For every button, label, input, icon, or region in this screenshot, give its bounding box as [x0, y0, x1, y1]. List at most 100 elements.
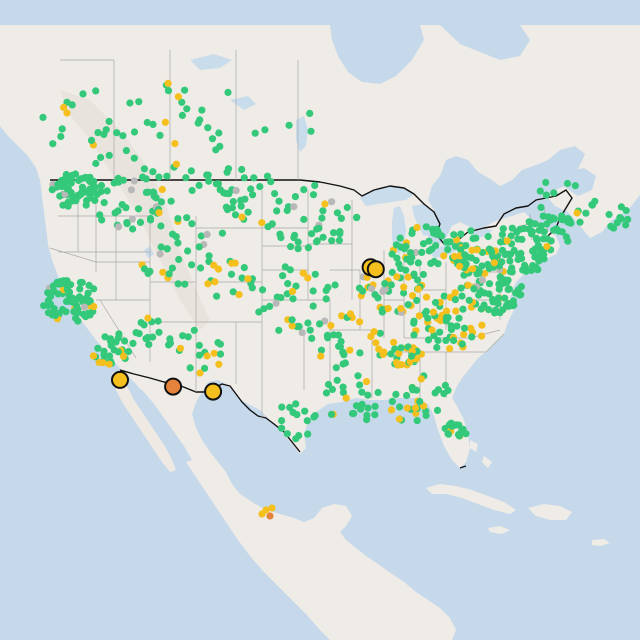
- map-point[interactable]: [540, 255, 548, 263]
- map-point[interactable]: [157, 198, 165, 206]
- map-point[interactable]: [414, 259, 422, 267]
- map-point[interactable]: [322, 389, 331, 397]
- map-point[interactable]: [238, 165, 246, 174]
- map-point[interactable]: [113, 129, 121, 137]
- map-point[interactable]: [363, 411, 371, 419]
- map-point[interactable]: [397, 304, 405, 313]
- map-point[interactable]: [275, 326, 283, 334]
- map-point[interactable]: [291, 193, 299, 201]
- map-point[interactable]: [509, 302, 517, 310]
- map-point[interactable]: [413, 417, 421, 425]
- map-point[interactable]: [82, 201, 90, 209]
- map-point[interactable]: [188, 186, 196, 195]
- map-point[interactable]: [334, 331, 343, 339]
- map-point[interactable]: [300, 215, 308, 223]
- map-point[interactable]: [364, 391, 372, 399]
- map-point[interactable]: [410, 319, 418, 327]
- map-point[interactable]: [393, 273, 401, 281]
- map-point[interactable]: [374, 388, 382, 397]
- map-point[interactable]: [566, 217, 574, 226]
- map-point[interactable]: [419, 270, 427, 279]
- map-point[interactable]: [244, 208, 252, 216]
- map-point[interactable]: [294, 238, 302, 246]
- map-point[interactable]: [97, 181, 106, 190]
- map-point[interactable]: [356, 318, 364, 326]
- map-point[interactable]: [563, 179, 572, 188]
- map-point[interactable]: [309, 302, 317, 310]
- map-point[interactable]: [582, 209, 590, 217]
- map-point[interactable]: [259, 286, 267, 294]
- map-point[interactable]: [264, 223, 272, 231]
- map-point[interactable]: [295, 432, 303, 440]
- map-point[interactable]: [149, 188, 157, 196]
- map-point[interactable]: [179, 332, 187, 340]
- map-point[interactable]: [473, 246, 481, 254]
- map-point[interactable]: [455, 432, 463, 440]
- map-point[interactable]: [58, 125, 66, 133]
- map-point[interactable]: [384, 304, 392, 313]
- map-point[interactable]: [216, 142, 224, 150]
- map-point[interactable]: [501, 294, 509, 302]
- map-point[interactable]: [322, 286, 330, 294]
- map-point[interactable]: [211, 278, 219, 286]
- map-point[interactable]: [63, 283, 72, 291]
- map-point[interactable]: [458, 292, 466, 300]
- map-point[interactable]: [182, 174, 190, 182]
- map-point[interactable]: [184, 333, 192, 341]
- map-point[interactable]: [130, 177, 138, 185]
- map-point[interactable]: [181, 280, 189, 288]
- map-point[interactable]: [434, 336, 442, 345]
- map-point[interactable]: [190, 326, 198, 334]
- map-point[interactable]: [430, 257, 438, 266]
- map-point[interactable]: [316, 320, 324, 328]
- map-point[interactable]: [229, 288, 237, 296]
- map-point[interactable]: [216, 350, 225, 358]
- map-point[interactable]: [49, 140, 57, 148]
- map-point[interactable]: [238, 274, 246, 282]
- map-point[interactable]: [258, 219, 266, 227]
- map-point[interactable]: [337, 214, 345, 222]
- map-point[interactable]: [201, 364, 209, 372]
- map-point[interactable]: [294, 245, 302, 253]
- map-point[interactable]: [542, 191, 551, 199]
- map-point[interactable]: [357, 405, 365, 413]
- map-point[interactable]: [469, 265, 477, 273]
- map-point[interactable]: [298, 329, 306, 337]
- map-point[interactable]: [467, 254, 475, 262]
- map-point[interactable]: [431, 298, 440, 307]
- map-point[interactable]: [121, 337, 129, 345]
- map-point[interactable]: [428, 225, 436, 233]
- map-point[interactable]: [196, 369, 204, 377]
- map-point[interactable]: [442, 336, 450, 345]
- map-point[interactable]: [156, 250, 164, 258]
- map-point[interactable]: [484, 260, 492, 269]
- map-point[interactable]: [456, 262, 464, 270]
- map-point[interactable]: [237, 202, 245, 210]
- map-point[interactable]: [284, 280, 292, 288]
- map-point[interactable]: [299, 269, 307, 277]
- map-point[interactable]: [216, 186, 224, 194]
- map-point[interactable]: [240, 174, 248, 182]
- map-point[interactable]: [460, 330, 468, 339]
- map-point[interactable]: [313, 225, 321, 233]
- map-point[interactable]: [164, 87, 173, 95]
- map-point[interactable]: [346, 346, 354, 354]
- map-point[interactable]: [368, 285, 376, 293]
- map-point[interactable]: [371, 411, 379, 419]
- map-point[interactable]: [273, 207, 281, 215]
- map-point[interactable]: [172, 233, 180, 241]
- map-point[interactable]: [119, 352, 128, 360]
- map-point[interactable]: [395, 349, 403, 357]
- map-point[interactable]: [330, 229, 338, 237]
- map-point[interactable]: [414, 276, 422, 284]
- map-point[interactable]: [444, 430, 452, 438]
- map-point[interactable]: [161, 118, 169, 126]
- map-point[interactable]: [168, 264, 176, 272]
- map-point[interactable]: [100, 199, 108, 207]
- map-point[interactable]: [250, 174, 258, 182]
- map-point[interactable]: [271, 190, 279, 198]
- map-point[interactable]: [346, 310, 355, 318]
- map-point[interactable]: [283, 430, 291, 438]
- map-point[interactable]: [364, 404, 372, 412]
- map-point[interactable]: [97, 153, 105, 162]
